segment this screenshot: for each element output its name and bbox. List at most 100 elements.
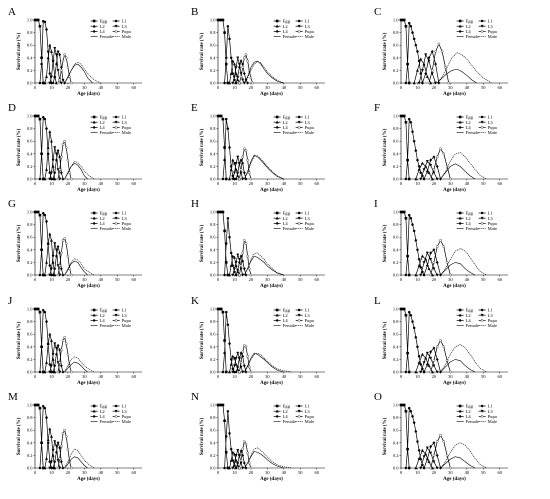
series-female (244, 154, 284, 180)
data-point-l1 (416, 248, 419, 252)
legend-marker-egg (275, 19, 279, 23)
x-tick-label: 10 (415, 85, 420, 90)
data-point-pupa (248, 171, 251, 174)
series-l2 (228, 450, 241, 470)
y-tick-label: 0.8 (210, 222, 216, 227)
series-l1 (404, 21, 424, 85)
series-line-male (244, 155, 284, 180)
data-point-l2 (417, 263, 421, 267)
x-tick-label: 0 (217, 470, 220, 475)
y-axis-label: Survival rate (%) (200, 128, 205, 166)
legend-label-l2: L2 (100, 313, 106, 318)
legend-marker-l1 (297, 211, 301, 215)
y-tick-label: 0.4 (393, 151, 399, 156)
x-tick-label: 20 (66, 181, 71, 186)
x-tick-label: 0 (400, 181, 403, 186)
data-point-pupa (239, 75, 243, 78)
data-point-l4 (239, 254, 243, 258)
data-point-l1 (48, 264, 52, 267)
data-point-l1 (407, 117, 411, 121)
series-l4 (51, 244, 65, 277)
y-tick-label: 0.4 (27, 55, 33, 60)
x-tick-label: 30 (448, 374, 453, 379)
data-point-l3 (435, 177, 439, 181)
series-pupa (429, 147, 452, 181)
y-tick-label: 0.6 (210, 43, 216, 48)
data-point-egg (223, 419, 226, 423)
x-tick-label: 60 (132, 374, 137, 379)
data-point-pupa (56, 466, 60, 470)
series-line-male (440, 343, 487, 373)
legend-label-egg: Egg (100, 211, 108, 216)
legend-label-l4: L4 (283, 125, 289, 130)
legend-label-male: Male (122, 226, 131, 231)
data-point-l3 (236, 351, 240, 355)
x-tick-label: 40 (99, 85, 104, 90)
data-point-l2 (45, 167, 49, 171)
data-point-l4 (61, 177, 65, 181)
data-point-pupa (243, 344, 246, 347)
series-line-female (64, 260, 88, 276)
legend-marker-l3 (480, 409, 484, 413)
x-tick-label: 40 (282, 277, 287, 282)
legend: Egg L1 L2 L3 L4 Pupa Female Male (456, 211, 497, 231)
x-tick-label: 50 (298, 181, 303, 186)
y-tick-label: 0.4 (393, 247, 399, 252)
series-line-l1 (39, 212, 52, 276)
series-female (64, 456, 88, 469)
data-point-l1 (40, 441, 43, 445)
panel-label: D (8, 102, 16, 114)
legend-label-l4: L4 (100, 414, 106, 419)
data-point-l4 (58, 446, 62, 450)
data-point-l4 (432, 441, 436, 445)
x-tick-label: 30 (82, 470, 87, 475)
data-point-pupa (249, 466, 253, 470)
x-tick-label: 40 (465, 470, 470, 475)
x-tick-label: 30 (448, 277, 453, 282)
data-point-l2 (45, 456, 49, 460)
data-point-l1 (411, 31, 414, 34)
data-point-l3 (232, 267, 236, 271)
legend-marker-egg (458, 404, 462, 408)
panel-k: K 0.0 0.2 0.4 0.6 0.8 1.0 0 10 20 30 40 50 60 Age (day… (191, 295, 325, 386)
legend-label-l1: L1 (488, 211, 494, 216)
series-female (437, 68, 477, 84)
data-point-pupa (447, 81, 451, 85)
y-tick-label: 1.0 (393, 114, 399, 119)
data-point-egg (403, 210, 406, 214)
data-point-l3 (432, 364, 436, 368)
data-point-l2 (427, 459, 431, 463)
legend-label-pupa: Pupa (488, 318, 497, 323)
data-point-l2 (45, 260, 49, 264)
legend-marker-l4 (275, 221, 279, 226)
data-point-pupa (243, 147, 246, 151)
legend-marker-l3 (480, 24, 484, 28)
series-l1 (404, 310, 426, 374)
legend-label-egg: Egg (466, 404, 474, 409)
legend-label-l3: L3 (305, 216, 311, 221)
series-line-l1 (39, 309, 52, 373)
data-point-l3 (231, 177, 235, 181)
legend-label-male: Male (305, 34, 314, 39)
legend-marker-egg (92, 308, 96, 312)
legend-marker-l4 (275, 414, 279, 419)
data-point-l3 (425, 351, 429, 355)
data-point-l2 (231, 158, 235, 162)
legend-marker-l1 (297, 115, 301, 119)
x-tick-label: 10 (232, 181, 237, 186)
data-point-l1 (419, 171, 423, 174)
data-point-l4 (429, 158, 433, 162)
data-point-egg (37, 210, 40, 214)
x-tick-label: 40 (282, 374, 287, 379)
legend-label-l3: L3 (305, 409, 311, 414)
series-l3 (48, 342, 62, 374)
y-axis-label: Survival rate (%) (17, 32, 22, 70)
data-point-pupa (249, 76, 253, 80)
legend-marker-l2 (275, 24, 279, 28)
y-axis-label: Survival rate (%) (200, 417, 205, 455)
x-axis-label: Age (days) (77, 188, 100, 193)
legend-label-male: Male (488, 226, 497, 231)
series-l4 (51, 49, 67, 85)
legend-marker-l3 (114, 216, 118, 220)
legend: Egg L1 L2 L3 L4 Pupa Female Male (456, 19, 497, 39)
